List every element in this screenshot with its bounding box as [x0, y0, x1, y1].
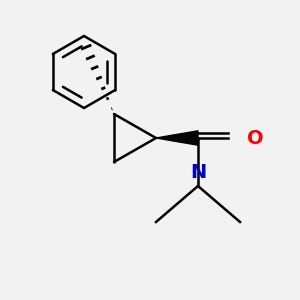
Text: O: O [247, 128, 263, 148]
Polygon shape [156, 131, 198, 145]
Text: N: N [190, 164, 206, 182]
